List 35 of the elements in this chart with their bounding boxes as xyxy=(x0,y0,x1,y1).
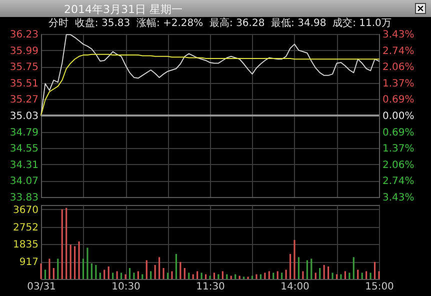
y2-tick-label: 2.74% xyxy=(382,46,414,57)
y-tick-label: 917 xyxy=(19,257,38,268)
y-tick-label: 1835 xyxy=(13,240,38,251)
y2-tick-label: 0.69% xyxy=(382,127,414,138)
chart-subtitle: 分时 收盘: 35.83 涨幅: +2.28% 最高: 36.28 最低: 34.98 成交: 11.0万 xyxy=(48,18,392,30)
y2-tick-label: 2.06% xyxy=(382,160,414,171)
x-tick-label: 03/31 xyxy=(27,282,56,292)
y2-tick-label: 0.69% xyxy=(382,94,414,106)
y-tick-label: 35.03 xyxy=(10,111,38,122)
y2-tick-label: 3.43% xyxy=(382,30,414,40)
y2-tick-label: 2.06% xyxy=(382,62,414,74)
y-tick-label: 35.99 xyxy=(10,46,38,57)
y-tick-label: 3670 xyxy=(13,204,38,216)
y-tick-label: 34.79 xyxy=(10,127,38,138)
chart-title: 2014年3月31日 星期一 xyxy=(64,2,182,17)
line-series xyxy=(40,54,380,116)
line-series xyxy=(40,34,380,116)
y2-tick-label: 0.00% xyxy=(382,111,414,122)
y-tick-label: 35.75 xyxy=(10,62,38,74)
y2-tick-label: 1.37% xyxy=(382,78,414,90)
y2-tick-label: 1.37% xyxy=(382,144,414,155)
x-tick-label: 11:30 xyxy=(196,282,225,292)
y-tick-label: 34.31 xyxy=(10,160,38,171)
x-tick-label: 10:30 xyxy=(112,282,140,292)
x-tick-label: 14:00 xyxy=(280,282,310,292)
y-tick-label: 34.07 xyxy=(10,176,38,188)
y-tick-label: 33.83 xyxy=(10,192,38,204)
y2-tick-label: 3.43% xyxy=(382,192,414,204)
y-tick-label: 2752 xyxy=(13,222,38,234)
y-tick-label: 36.23 xyxy=(10,30,38,40)
y-tick-label: 35.51 xyxy=(10,78,38,90)
y-tick-label: 34.55 xyxy=(10,144,38,155)
y-tick-label: 35.27 xyxy=(10,94,38,106)
y2-tick-label: 2.74% xyxy=(382,176,414,188)
x-tick-label: 15:00 xyxy=(365,282,394,292)
